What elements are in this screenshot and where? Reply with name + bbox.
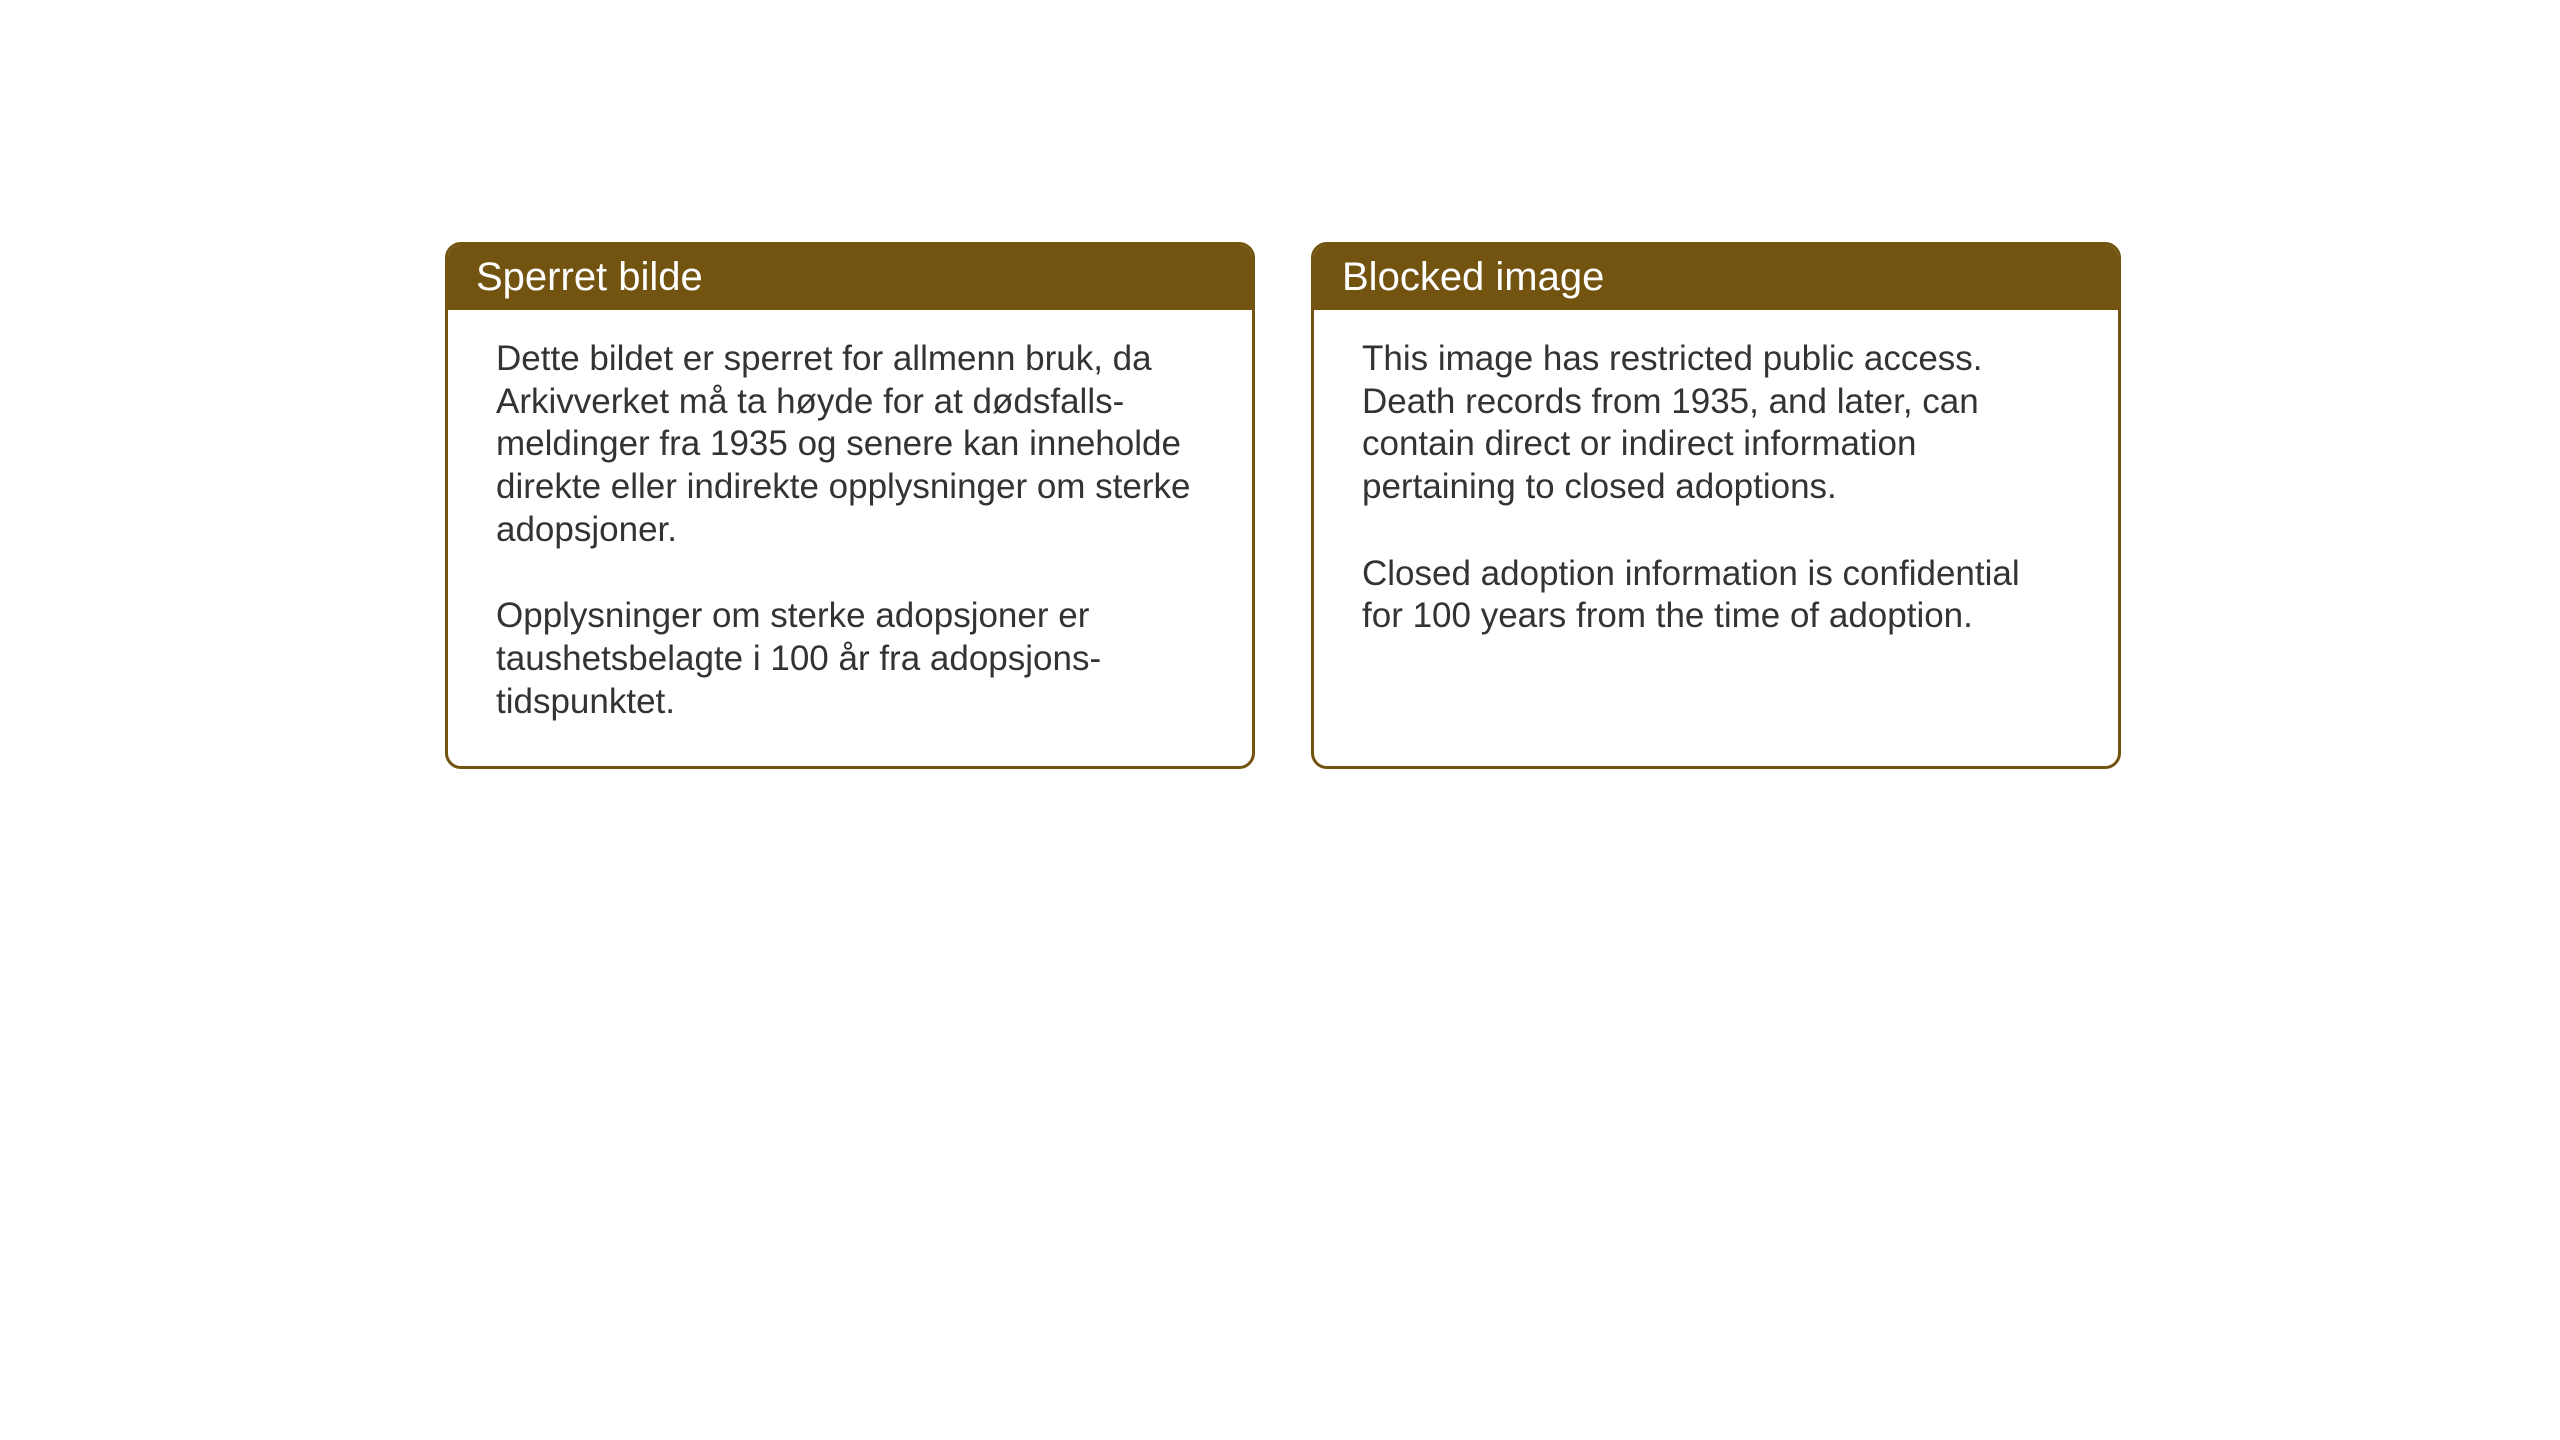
notice-paragraph-2-norwegian: Opplysninger om sterke adopsjoner er tau…: [496, 595, 1204, 723]
notice-body-norwegian: Dette bildet er sperret for allmenn bruk…: [448, 310, 1252, 766]
notice-paragraph-1-norwegian: Dette bildet er sperret for allmenn bruk…: [496, 338, 1204, 551]
notice-card-english: Blocked image This image has restricted …: [1311, 242, 2121, 769]
notice-paragraph-2-english: Closed adoption information is confident…: [1362, 553, 2070, 638]
notice-container: Sperret bilde Dette bildet er sperret fo…: [445, 242, 2121, 769]
notice-header-english: Blocked image: [1314, 245, 2118, 310]
notice-title-english: Blocked image: [1342, 255, 1604, 299]
notice-body-english: This image has restricted public access.…: [1314, 310, 2118, 680]
notice-title-norwegian: Sperret bilde: [476, 255, 703, 299]
notice-card-norwegian: Sperret bilde Dette bildet er sperret fo…: [445, 242, 1255, 769]
notice-paragraph-1-english: This image has restricted public access.…: [1362, 338, 2070, 509]
notice-header-norwegian: Sperret bilde: [448, 245, 1252, 310]
